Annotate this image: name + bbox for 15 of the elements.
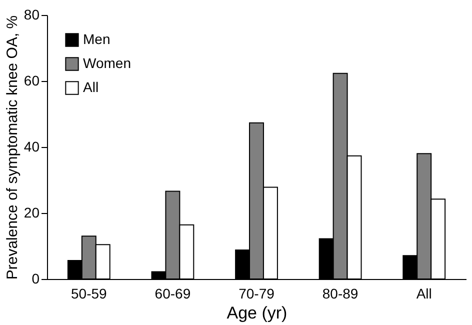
y-axis-title: Prevalence of symptomatic knee OA, %: [4, 15, 21, 280]
y-tick-label: 80: [24, 6, 40, 22]
x-tick-label: 70-79: [238, 286, 275, 302]
legend-label: Men: [83, 31, 110, 47]
y-tick-label: 60: [24, 72, 40, 88]
y-tick-label: 40: [24, 138, 40, 154]
x-tick-label: All: [416, 286, 432, 302]
y-tick-label: 0: [32, 270, 40, 286]
x-tick-label: 60-69: [154, 286, 191, 302]
legend-label: Women: [83, 55, 131, 71]
x-tick-label: 50-59: [70, 286, 108, 302]
x-axis-title: Age (yr): [226, 304, 288, 322]
x-tick-label: 80-89: [322, 286, 358, 302]
legend-label: All: [83, 79, 99, 95]
y-tick-label: 20: [24, 204, 40, 220]
